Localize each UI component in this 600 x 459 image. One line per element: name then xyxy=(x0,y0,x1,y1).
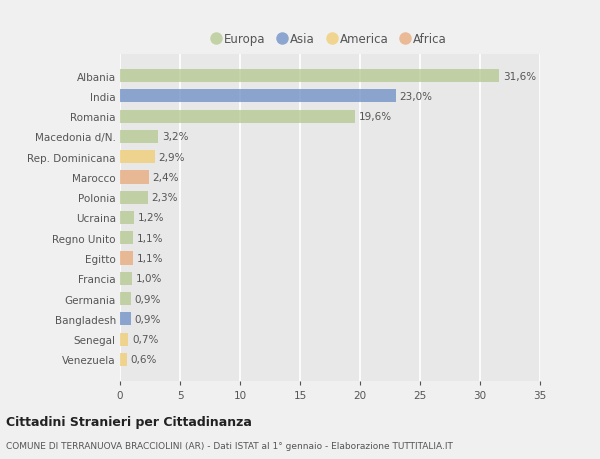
Bar xyxy=(120,272,132,285)
Bar xyxy=(120,110,355,123)
Text: 0,9%: 0,9% xyxy=(134,314,161,324)
Bar xyxy=(120,252,133,265)
Bar xyxy=(120,313,131,326)
Text: 2,9%: 2,9% xyxy=(158,152,185,162)
Bar xyxy=(120,151,155,164)
Text: Cittadini Stranieri per Cittadinanza: Cittadini Stranieri per Cittadinanza xyxy=(6,415,252,428)
Text: 1,0%: 1,0% xyxy=(136,274,162,284)
Text: 0,7%: 0,7% xyxy=(132,334,158,344)
Bar xyxy=(120,191,148,204)
Text: 23,0%: 23,0% xyxy=(400,92,433,102)
Bar xyxy=(120,333,128,346)
Bar xyxy=(120,353,127,366)
Bar xyxy=(120,171,149,184)
Bar xyxy=(120,70,499,83)
Text: 1,2%: 1,2% xyxy=(138,213,164,223)
Legend: Europa, Asia, America, Africa: Europa, Asia, America, Africa xyxy=(208,28,452,51)
Text: 2,4%: 2,4% xyxy=(152,173,179,183)
Bar xyxy=(120,90,396,103)
Text: 1,1%: 1,1% xyxy=(137,233,163,243)
Text: 19,6%: 19,6% xyxy=(359,112,392,122)
Bar xyxy=(120,212,134,224)
Text: 1,1%: 1,1% xyxy=(137,253,163,263)
Text: 31,6%: 31,6% xyxy=(503,72,536,81)
Text: 0,9%: 0,9% xyxy=(134,294,161,304)
Bar xyxy=(120,130,158,144)
Text: COMUNE DI TERRANUOVA BRACCIOLINI (AR) - Dati ISTAT al 1° gennaio - Elaborazione : COMUNE DI TERRANUOVA BRACCIOLINI (AR) - … xyxy=(6,441,453,450)
Text: 3,2%: 3,2% xyxy=(162,132,188,142)
Text: 2,3%: 2,3% xyxy=(151,193,178,203)
Text: 0,6%: 0,6% xyxy=(131,355,157,364)
Bar xyxy=(120,292,131,306)
Bar xyxy=(120,232,133,245)
